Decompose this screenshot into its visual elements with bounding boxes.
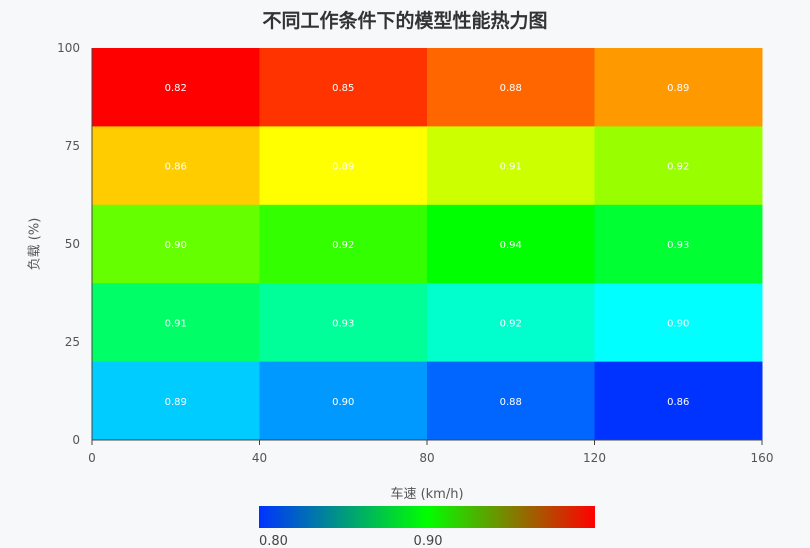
x-tick-label: 160 (751, 451, 774, 465)
heatmap-cell (92, 126, 260, 206)
cell-value-label: 0.90 (165, 240, 187, 251)
cell-value-label: 0.88 (500, 83, 522, 94)
cell-value-label: 0.90 (667, 318, 689, 329)
chart-title: 不同工作条件下的模型性能热力图 (262, 10, 548, 32)
cell-value-label: 0.86 (667, 397, 689, 408)
cell-value-label: 0.91 (165, 318, 187, 329)
cell-value-label: 0.92 (500, 318, 522, 329)
y-tick-label: 100 (57, 41, 80, 55)
heatmap-cell (259, 361, 428, 441)
y-axis-label: 负载 (%) (27, 217, 43, 271)
heatmap-cell (92, 283, 260, 363)
cell-value-label: 0.92 (667, 162, 689, 173)
x-tick-label: 40 (252, 451, 267, 465)
heatmap-cell (594, 126, 763, 206)
heatmap-cell (92, 361, 260, 441)
colorbar (259, 506, 595, 528)
y-tick-label: 75 (65, 139, 80, 153)
cell-value-label: 0.89 (667, 83, 689, 94)
heatmap-cell (92, 204, 260, 284)
x-axis-label: 车速 (km/h) (390, 487, 464, 502)
heatmap-cell (594, 361, 763, 441)
cell-value-label: 0.90 (332, 397, 354, 408)
cell-value-label: 0.92 (332, 240, 354, 251)
x-tick-label: 120 (583, 451, 606, 465)
heatmap-cell (594, 204, 763, 284)
heatmap-cell (594, 48, 763, 127)
heatmap-cell (259, 48, 428, 127)
cell-value-label: 0.93 (332, 318, 354, 329)
heatmap-cell (259, 126, 428, 206)
cell-value-label: 0.94 (500, 240, 522, 251)
colorbar-tick-label: 0.80 (259, 534, 288, 548)
heatmap-cell (427, 48, 595, 127)
colorbar-tick-label: 0.90 (414, 534, 443, 548)
heatmap-cell (427, 126, 595, 206)
heatmap-cell (92, 48, 260, 127)
heatmap-cell (259, 204, 428, 284)
cell-value-label: 0.93 (667, 240, 689, 251)
cell-value-label: 0.85 (332, 83, 354, 94)
cell-value-label: 0.89 (332, 162, 354, 173)
x-tick-label: 0 (88, 451, 96, 465)
heatmap-cell (427, 204, 595, 284)
cell-value-label: 0.89 (165, 397, 187, 408)
cell-value-label: 0.86 (165, 162, 187, 173)
heatmap-cell (427, 361, 595, 441)
y-tick-label: 0 (72, 433, 80, 447)
cell-value-label: 0.88 (500, 397, 522, 408)
y-tick-label: 50 (65, 237, 80, 251)
y-tick-label: 25 (65, 335, 80, 349)
heatmap-cell (594, 283, 763, 363)
heatmap-cell (427, 283, 595, 363)
cell-value-label: 0.82 (165, 83, 187, 94)
cell-value-label: 0.91 (500, 162, 522, 173)
heatmap-cell (259, 283, 428, 363)
x-tick-label: 80 (419, 451, 434, 465)
